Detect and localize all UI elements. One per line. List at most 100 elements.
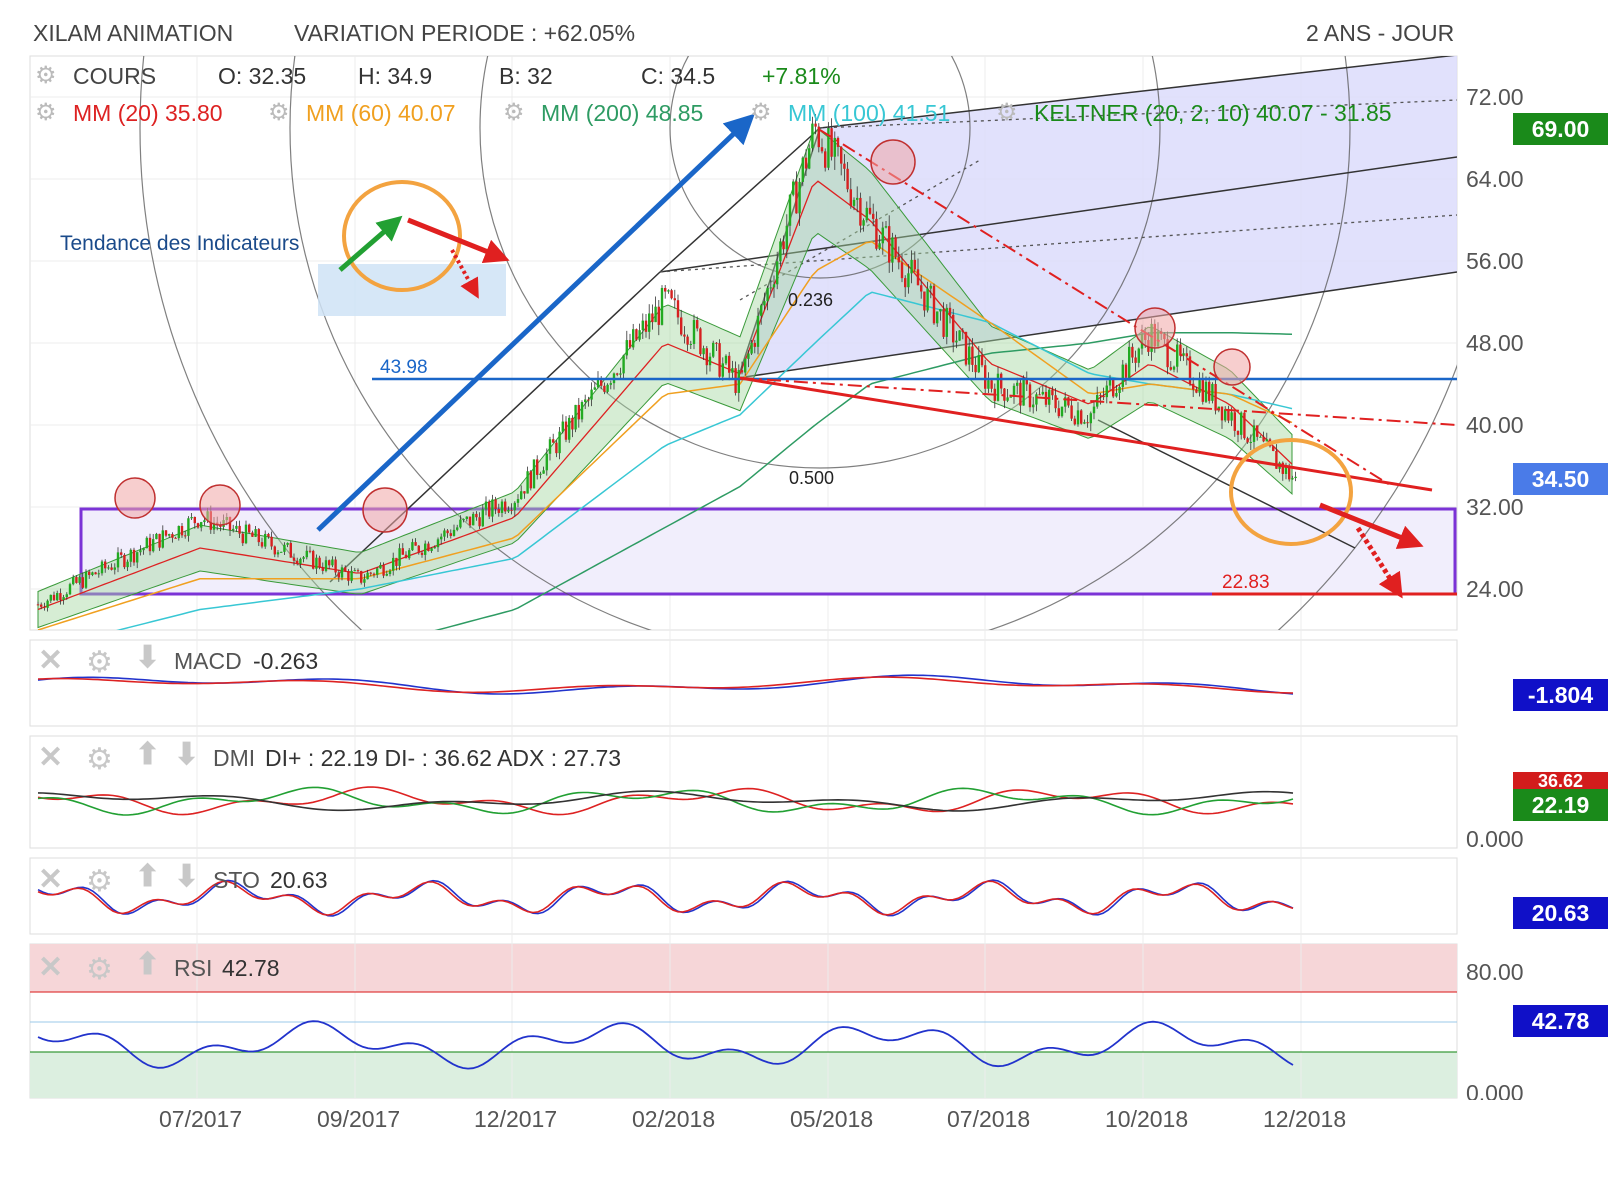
gear-icon[interactable]: ⚙: [750, 99, 772, 126]
arrow-up-icon[interactable]: ⬆: [135, 738, 161, 771]
gear-icon[interactable]: ⚙: [35, 62, 57, 89]
candle-body: [302, 557, 305, 559]
mm200-line: [434, 332, 1293, 630]
dmi-minus-badge: 36.62: [1513, 772, 1608, 790]
candle-body: [398, 548, 401, 566]
gear-icon[interactable]: ⚙: [996, 99, 1018, 126]
close-icon[interactable]: ✕: [38, 644, 64, 677]
gear-icon[interactable]: ⚙: [86, 953, 113, 986]
arrow-down-icon[interactable]: ⬇: [135, 641, 161, 674]
candle-body: [488, 501, 491, 517]
gear-icon[interactable]: ⚙: [35, 99, 57, 126]
candle-body: [177, 525, 180, 539]
macd-label: MACD: [174, 648, 242, 674]
candle-body: [811, 123, 814, 149]
candle-body: [1275, 450, 1278, 469]
candle-body: [683, 334, 686, 337]
rsi-axis-tick: 80.00: [1466, 959, 1524, 985]
candle-body: [564, 421, 568, 440]
candle-body: [1246, 438, 1249, 443]
candle-body: [740, 370, 744, 373]
gear-icon[interactable]: ⚙: [268, 99, 290, 126]
candle-body: [820, 147, 824, 152]
triangle-side: [659, 127, 821, 273]
close-icon[interactable]: ✕: [38, 951, 64, 984]
candle-body: [1262, 436, 1265, 442]
arrow-down-icon[interactable]: ⬇: [174, 738, 200, 771]
candle-body: [705, 348, 708, 366]
candle-body: [769, 287, 772, 289]
arrow-down-icon[interactable]: ⬇: [174, 860, 200, 893]
candle-body: [1128, 346, 1131, 378]
fib-500-label: 0.500: [789, 468, 835, 488]
macd-signal-line: [37, 676, 1294, 694]
price-axis-tick: 40.00: [1466, 412, 1524, 438]
candle-body: [308, 550, 312, 552]
candle-body: [571, 417, 574, 430]
candle-body: [904, 278, 907, 288]
gear-icon[interactable]: ⚙: [86, 646, 113, 679]
arrow-up-icon[interactable]: ⬆: [135, 948, 161, 981]
candle-body: [670, 290, 673, 299]
candle-body: [40, 604, 43, 607]
candle-body: [724, 355, 728, 364]
candle-body: [635, 329, 638, 340]
candle-body: [139, 550, 142, 553]
keltner-label: KELTNER (20, 2, 10) 40.07 - 31.85: [1034, 100, 1392, 126]
arrow-up-icon[interactable]: ⬆: [135, 860, 161, 893]
candle-body: [129, 549, 132, 562]
candle-body: [1195, 389, 1198, 393]
candle-body: [1118, 386, 1121, 393]
dmi-axis-tick: 0.000: [1466, 826, 1524, 852]
candle-body: [324, 560, 328, 571]
candle-body: [689, 343, 692, 345]
candle-body: [88, 571, 91, 575]
rsi-overbought-zone: [30, 944, 1457, 992]
gear-icon[interactable]: ⚙: [86, 743, 113, 776]
candle-body: [1000, 373, 1003, 389]
top-marker: [114, 477, 156, 519]
candle-body: [718, 343, 721, 377]
candle-body: [1243, 412, 1246, 439]
candle-body: [888, 226, 891, 263]
candle-body: [708, 356, 712, 366]
candle-body: [638, 330, 641, 340]
candle-body: [1092, 406, 1096, 414]
candle-body: [747, 353, 750, 359]
candle-body: [94, 572, 97, 575]
candle-body: [1176, 344, 1179, 367]
candle-body: [523, 491, 526, 494]
period-selector[interactable]: 2 ANS - JOUR: [1306, 20, 1455, 46]
close-icon[interactable]: ✕: [38, 863, 64, 896]
candle-body: [804, 157, 808, 169]
candle-body: [312, 550, 315, 569]
adx-line: [37, 790, 1294, 812]
gear-icon[interactable]: ⚙: [503, 99, 525, 126]
candle-body: [372, 573, 376, 575]
candle-body: [884, 226, 888, 228]
candle-body: [795, 181, 798, 214]
candle-body: [1192, 383, 1195, 390]
candle-body: [520, 491, 523, 500]
candle-body: [1124, 364, 1128, 378]
candle-body: [180, 525, 184, 536]
candle-body: [827, 128, 830, 168]
candle-body: [171, 534, 174, 538]
candle-body: [110, 567, 113, 570]
gear-icon[interactable]: ⚙: [86, 865, 113, 898]
candle-body: [257, 529, 260, 543]
close-icon[interactable]: ✕: [38, 741, 64, 774]
candle-body: [737, 370, 740, 393]
candle-body: [1198, 380, 1201, 393]
candle-body: [59, 593, 62, 600]
candle-body: [996, 373, 1000, 401]
candle-body: [241, 533, 244, 544]
fib-arc: [139, 56, 1457, 630]
top-marker: [1134, 307, 1176, 349]
candle-body: [728, 355, 731, 373]
mm20-label: MM (20) 35.80: [73, 100, 223, 126]
candle-body: [577, 404, 580, 420]
candle-body: [376, 568, 379, 575]
candle-body: [974, 364, 977, 373]
candle-body: [894, 237, 897, 257]
